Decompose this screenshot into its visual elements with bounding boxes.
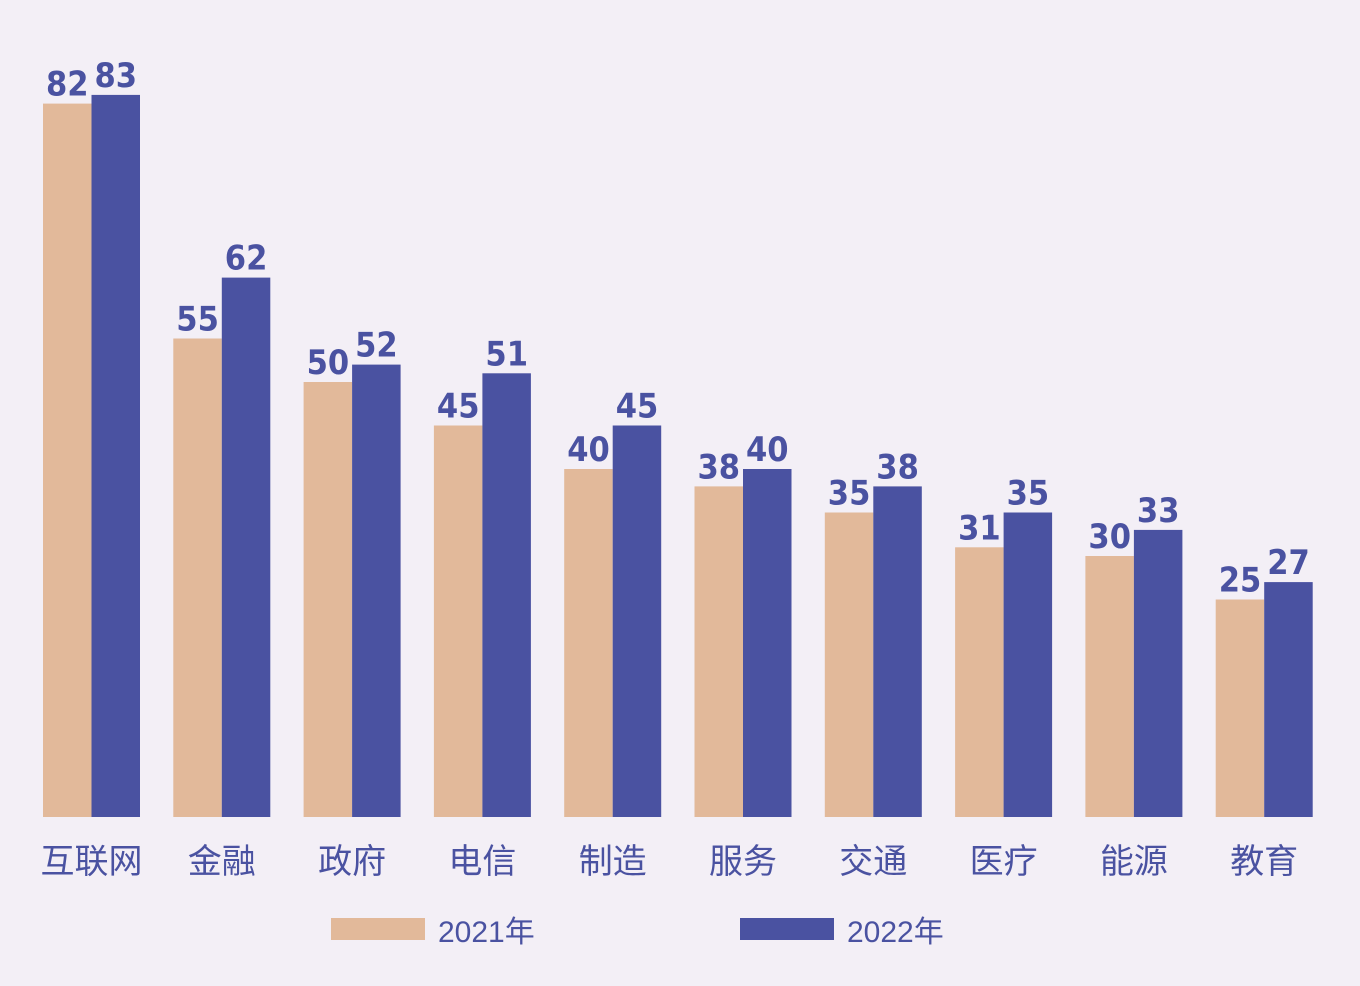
category-label-6: 交通 <box>839 842 907 882</box>
bar-2022-2 <box>352 364 401 817</box>
category-label-0: 互联网 <box>41 842 143 882</box>
bar-2022-8 <box>1133 529 1183 817</box>
legend-swatch-2021 <box>331 918 425 940</box>
bar-2021-2 <box>303 382 353 817</box>
data-label-2022-0: 83 <box>95 56 138 96</box>
data-label-2021-6: 35 <box>828 474 871 514</box>
category-label-7: 医疗 <box>970 842 1038 882</box>
bar-2021-8 <box>1085 556 1134 817</box>
bar-2021-5 <box>694 486 743 817</box>
bar-2021-6 <box>824 512 874 817</box>
data-label-2021-0: 82 <box>46 65 89 105</box>
data-label-2022-3: 51 <box>485 334 528 374</box>
bar-2022-1 <box>221 277 271 818</box>
bar-2022-6 <box>873 486 922 817</box>
data-label-2021-8: 30 <box>1088 517 1131 557</box>
legend: 2021年 2022年 <box>331 916 944 949</box>
data-label-2022-1: 62 <box>225 239 268 279</box>
data-label-2022-6: 38 <box>876 447 919 487</box>
category-label-9: 教育 <box>1230 842 1298 882</box>
bar-2022-5 <box>743 469 792 817</box>
data-label-2022-9: 27 <box>1267 543 1310 583</box>
data-label-2022-4: 45 <box>616 387 659 427</box>
data-label-2022-5: 40 <box>746 430 789 470</box>
bar-2022-3 <box>482 373 531 817</box>
bar-2021-7 <box>955 547 1004 817</box>
category-label-2: 政府 <box>318 842 386 882</box>
category-label-3: 电信 <box>448 842 516 882</box>
bar-2022-9 <box>1264 582 1313 817</box>
legend-swatch-2022 <box>740 918 834 940</box>
bar-2022-0 <box>91 94 140 817</box>
bar-2021-4 <box>564 469 613 817</box>
category-label-8: 能源 <box>1100 842 1168 882</box>
category-labels-layer: 互联网 金融 政府 电信 制造 服务 交通 医疗 能源 教育 <box>41 842 1299 882</box>
data-label-2021-5: 38 <box>698 447 741 487</box>
category-label-1: 金融 <box>188 842 256 882</box>
bar-2022-7 <box>1003 512 1053 817</box>
bar-2021-1 <box>173 338 222 817</box>
data-label-2022-7: 35 <box>1007 474 1050 514</box>
data-label-2021-3: 45 <box>437 387 480 427</box>
bar-2022-4 <box>612 425 662 817</box>
data-label-2021-2: 50 <box>307 343 350 383</box>
category-label-4: 制造 <box>579 842 647 882</box>
data-label-2021-9: 25 <box>1219 561 1262 601</box>
legend-label-2022: 2022年 <box>847 916 944 949</box>
bar-2021-0 <box>43 103 92 818</box>
legend-label-2021: 2021年 <box>438 916 535 949</box>
data-label-2021-4: 40 <box>567 430 610 470</box>
bar-2021-3 <box>433 425 483 817</box>
data-label-2022-8: 33 <box>1137 491 1180 531</box>
bar-2021-9 <box>1215 599 1265 817</box>
bars-layer <box>43 94 1313 818</box>
category-label-5: 服务 <box>709 842 777 882</box>
data-label-2021-1: 55 <box>176 300 219 340</box>
data-label-2022-2: 52 <box>355 326 398 366</box>
data-label-2021-7: 31 <box>958 508 1001 548</box>
